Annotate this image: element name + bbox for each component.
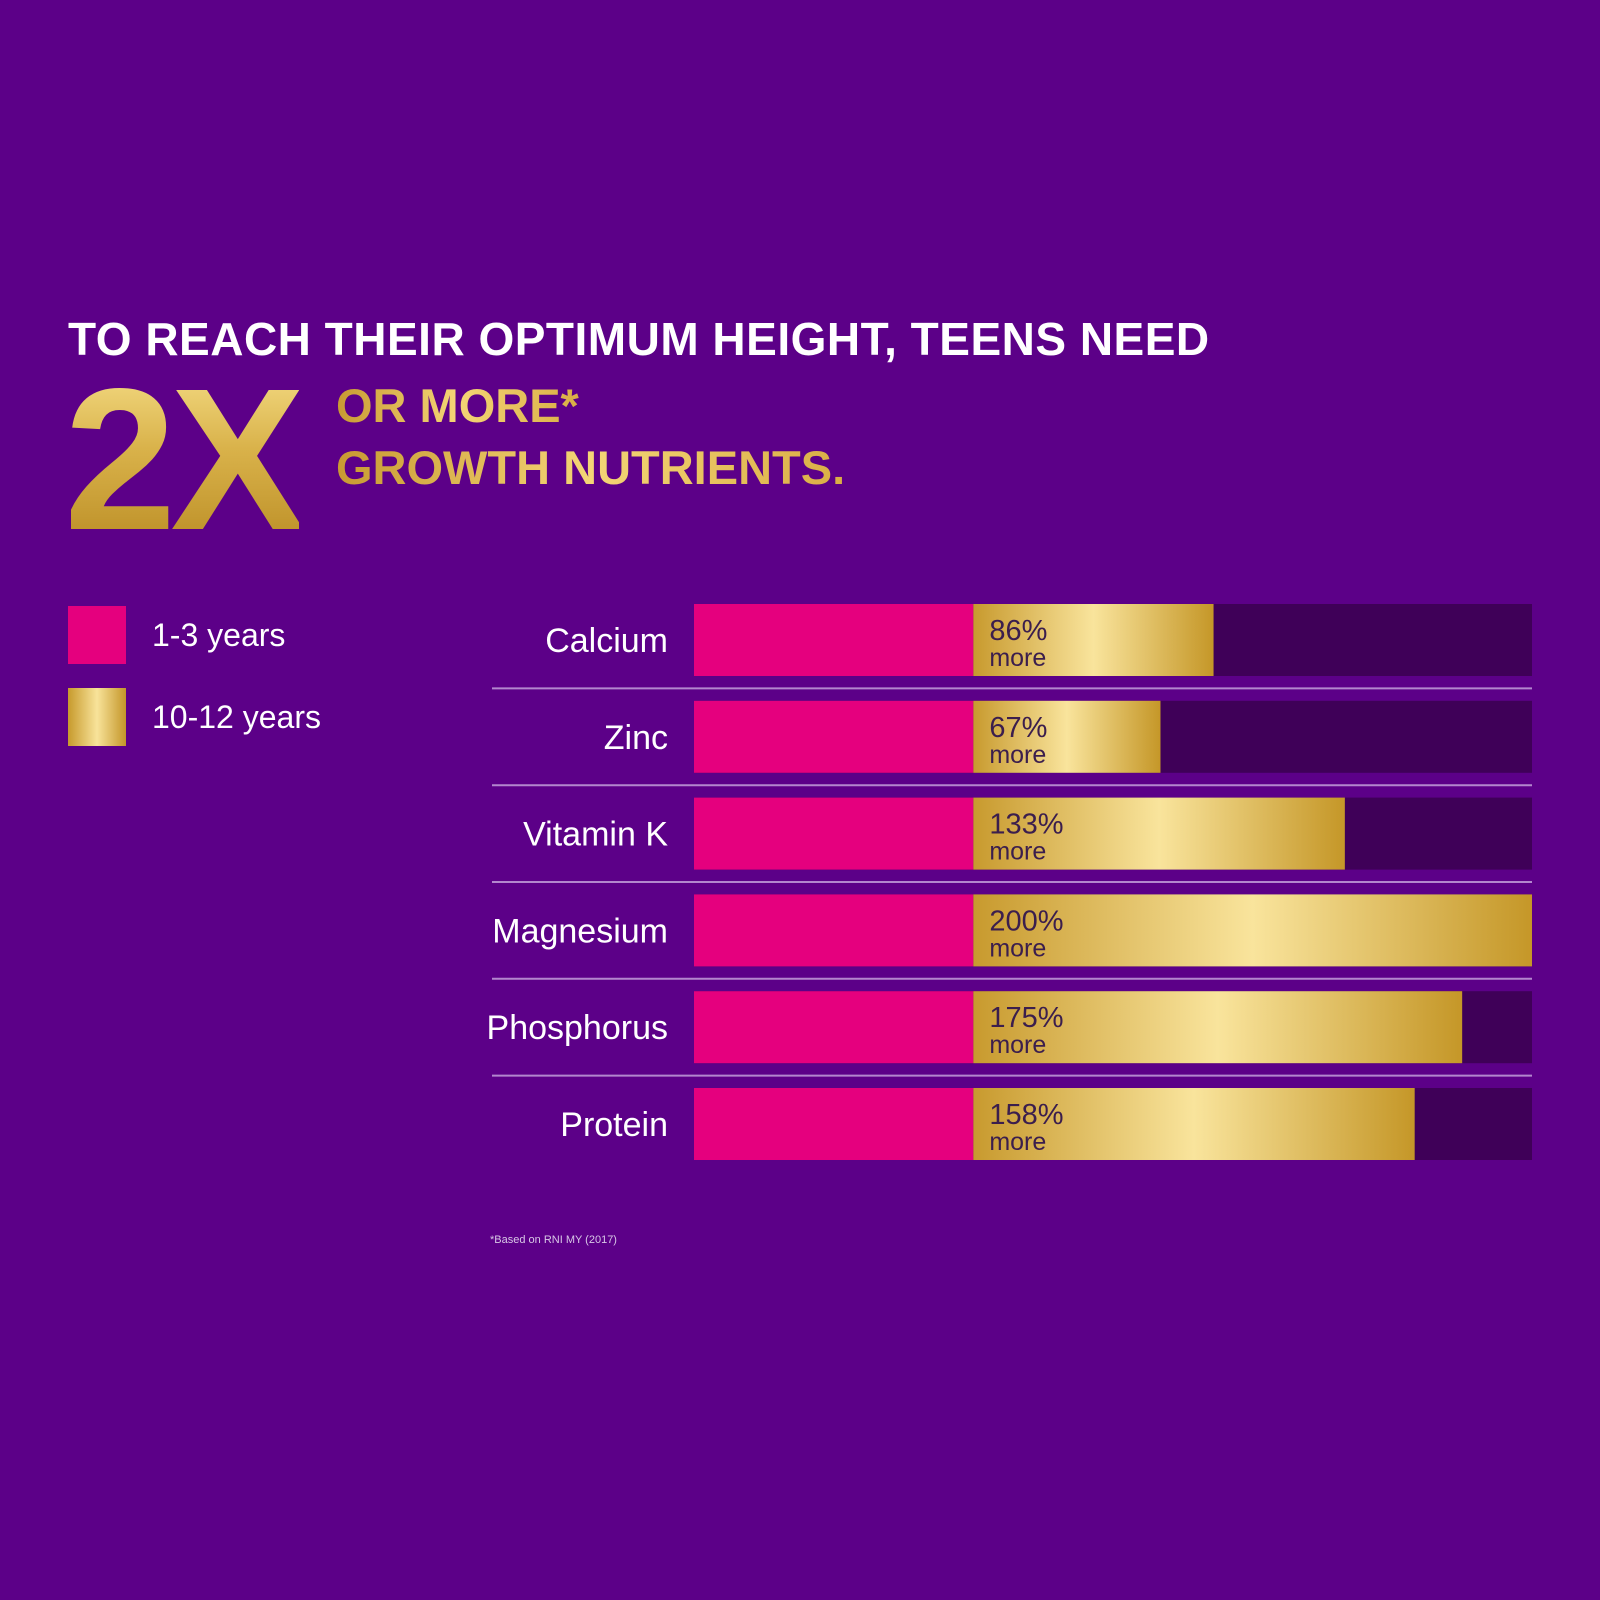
data-label-more: more: [989, 644, 1046, 672]
data-label-percent: 175%: [989, 1002, 1063, 1034]
bar-1-3-years: [694, 1088, 974, 1160]
legend-item-10-12-years: 10-12 years: [68, 688, 321, 746]
footnote: *Based on RNI MY (2017): [490, 1234, 617, 1246]
category-label: Protein: [560, 1106, 668, 1144]
bar-10-12-years: [973, 797, 1345, 870]
legend-label: 1-3 years: [152, 616, 286, 653]
data-label-percent: 67%: [989, 712, 1047, 744]
data-label-more: more: [989, 934, 1046, 962]
data-label-more: more: [989, 838, 1046, 866]
legend-swatch-pink: [68, 606, 126, 664]
legend-label: 10-12 years: [152, 698, 321, 735]
category-label: Phosphorus: [487, 1009, 668, 1047]
bar-1-3-years: [694, 797, 974, 870]
bar-1-3-years: [694, 991, 974, 1064]
legend-swatch-gold: [68, 688, 126, 746]
category-label: Calcium: [545, 622, 668, 660]
headline-growth-nutrients: GROWTH NUTRIENTS.: [336, 441, 846, 494]
bar-10-12-years: [973, 991, 1463, 1064]
bar-10-12-years: [973, 700, 1161, 773]
headline-2x: 2X: [64, 346, 305, 572]
category-label: Magnesium: [492, 912, 668, 950]
data-label-percent: 86%: [989, 615, 1047, 647]
data-label-percent: 200%: [989, 905, 1063, 937]
category-label: Zinc: [604, 719, 668, 757]
data-label-more: more: [989, 1031, 1046, 1059]
bar-1-3-years: [694, 700, 974, 773]
bar-10-12-years: [973, 604, 1214, 676]
bar-10-12-years: [973, 894, 1532, 967]
legend-item-1-3-years: 1-3 years: [68, 606, 285, 664]
headline-title: TO REACH THEIR OPTIMUM HEIGHT, TEENS NEE…: [68, 313, 1210, 365]
data-label-percent: 133%: [989, 809, 1063, 841]
bar-10-12-years: [973, 1088, 1415, 1160]
data-label-percent: 158%: [989, 1099, 1063, 1131]
data-label-more: more: [989, 1128, 1046, 1156]
bar-1-3-years: [694, 604, 974, 676]
category-label: Vitamin K: [523, 816, 668, 854]
bar-1-3-years: [694, 894, 974, 967]
headline-or-more: OR MORE*: [336, 379, 579, 432]
data-label-more: more: [989, 741, 1046, 769]
